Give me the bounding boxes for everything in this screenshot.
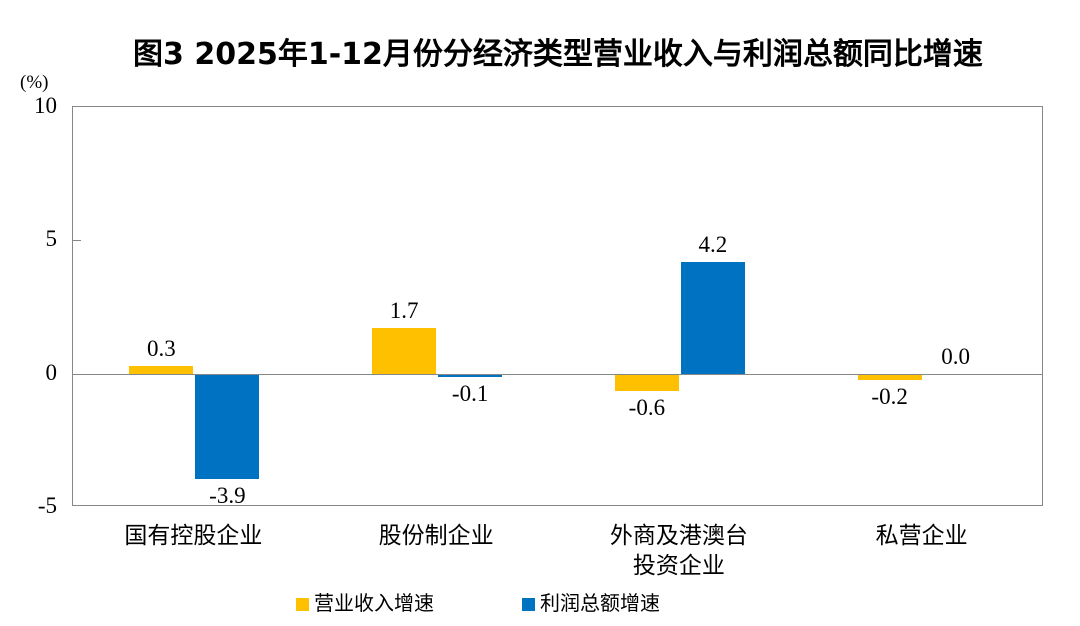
bar-series0-cat1	[372, 328, 437, 374]
category-label: 私营企业	[875, 523, 968, 548]
legend-label: 利润总额增速	[540, 593, 660, 615]
bar-series1-cat0	[195, 374, 260, 479]
y-tick-label: 0	[45, 359, 58, 385]
value-label: -0.2	[871, 384, 908, 409]
x-axis-category-labels: 国有控股企业 股份制企业 外商及港澳台 投资企业 私营企业	[72, 521, 1043, 583]
category-label: 国有控股企业	[124, 523, 263, 548]
legend-item: 利润总额增速	[522, 591, 660, 617]
value-label: -0.1	[451, 381, 489, 407]
value-label: 0.0	[941, 343, 970, 369]
value-label: -3.9	[209, 482, 246, 508]
zero-axis-line	[73, 373, 1042, 375]
y-axis-unit-label: (%)	[20, 72, 49, 93]
y-tick-mark	[73, 240, 81, 242]
category-label: 股份制企业	[378, 523, 494, 548]
bar-series1-cat2	[680, 261, 745, 374]
chart-title: 图3 2025年1-12月份分经济类型营业收入与利润总额同比增速	[133, 37, 983, 72]
legend-label: 营业收入增速	[314, 593, 434, 615]
y-tick-label: 10	[34, 93, 57, 118]
y-tick-label: 5	[45, 226, 58, 252]
bar-series1-cat1	[438, 374, 503, 378]
value-label: 0.3	[147, 335, 176, 361]
value-label: 4.2	[698, 231, 728, 257]
bar-series0-cat3	[857, 374, 922, 380]
legend: 营业收入增速 利润总额增速	[296, 591, 660, 617]
plot-area: 0.3 1.7 -0.6 -0.2 -3.9 -0.1 4.2 0.0	[72, 106, 1043, 508]
bar-series0-cat0	[129, 365, 194, 374]
bar-series0-cat2	[614, 374, 679, 391]
value-label: 1.7	[389, 298, 419, 324]
legend-item: 营业收入增速	[296, 591, 434, 617]
value-label: -0.6	[628, 394, 666, 420]
category-label: 外商及港澳台 投资企业	[609, 523, 748, 578]
legend-swatch	[296, 597, 309, 611]
legend-swatch	[522, 597, 535, 611]
y-tick-label: -5	[37, 493, 57, 518]
